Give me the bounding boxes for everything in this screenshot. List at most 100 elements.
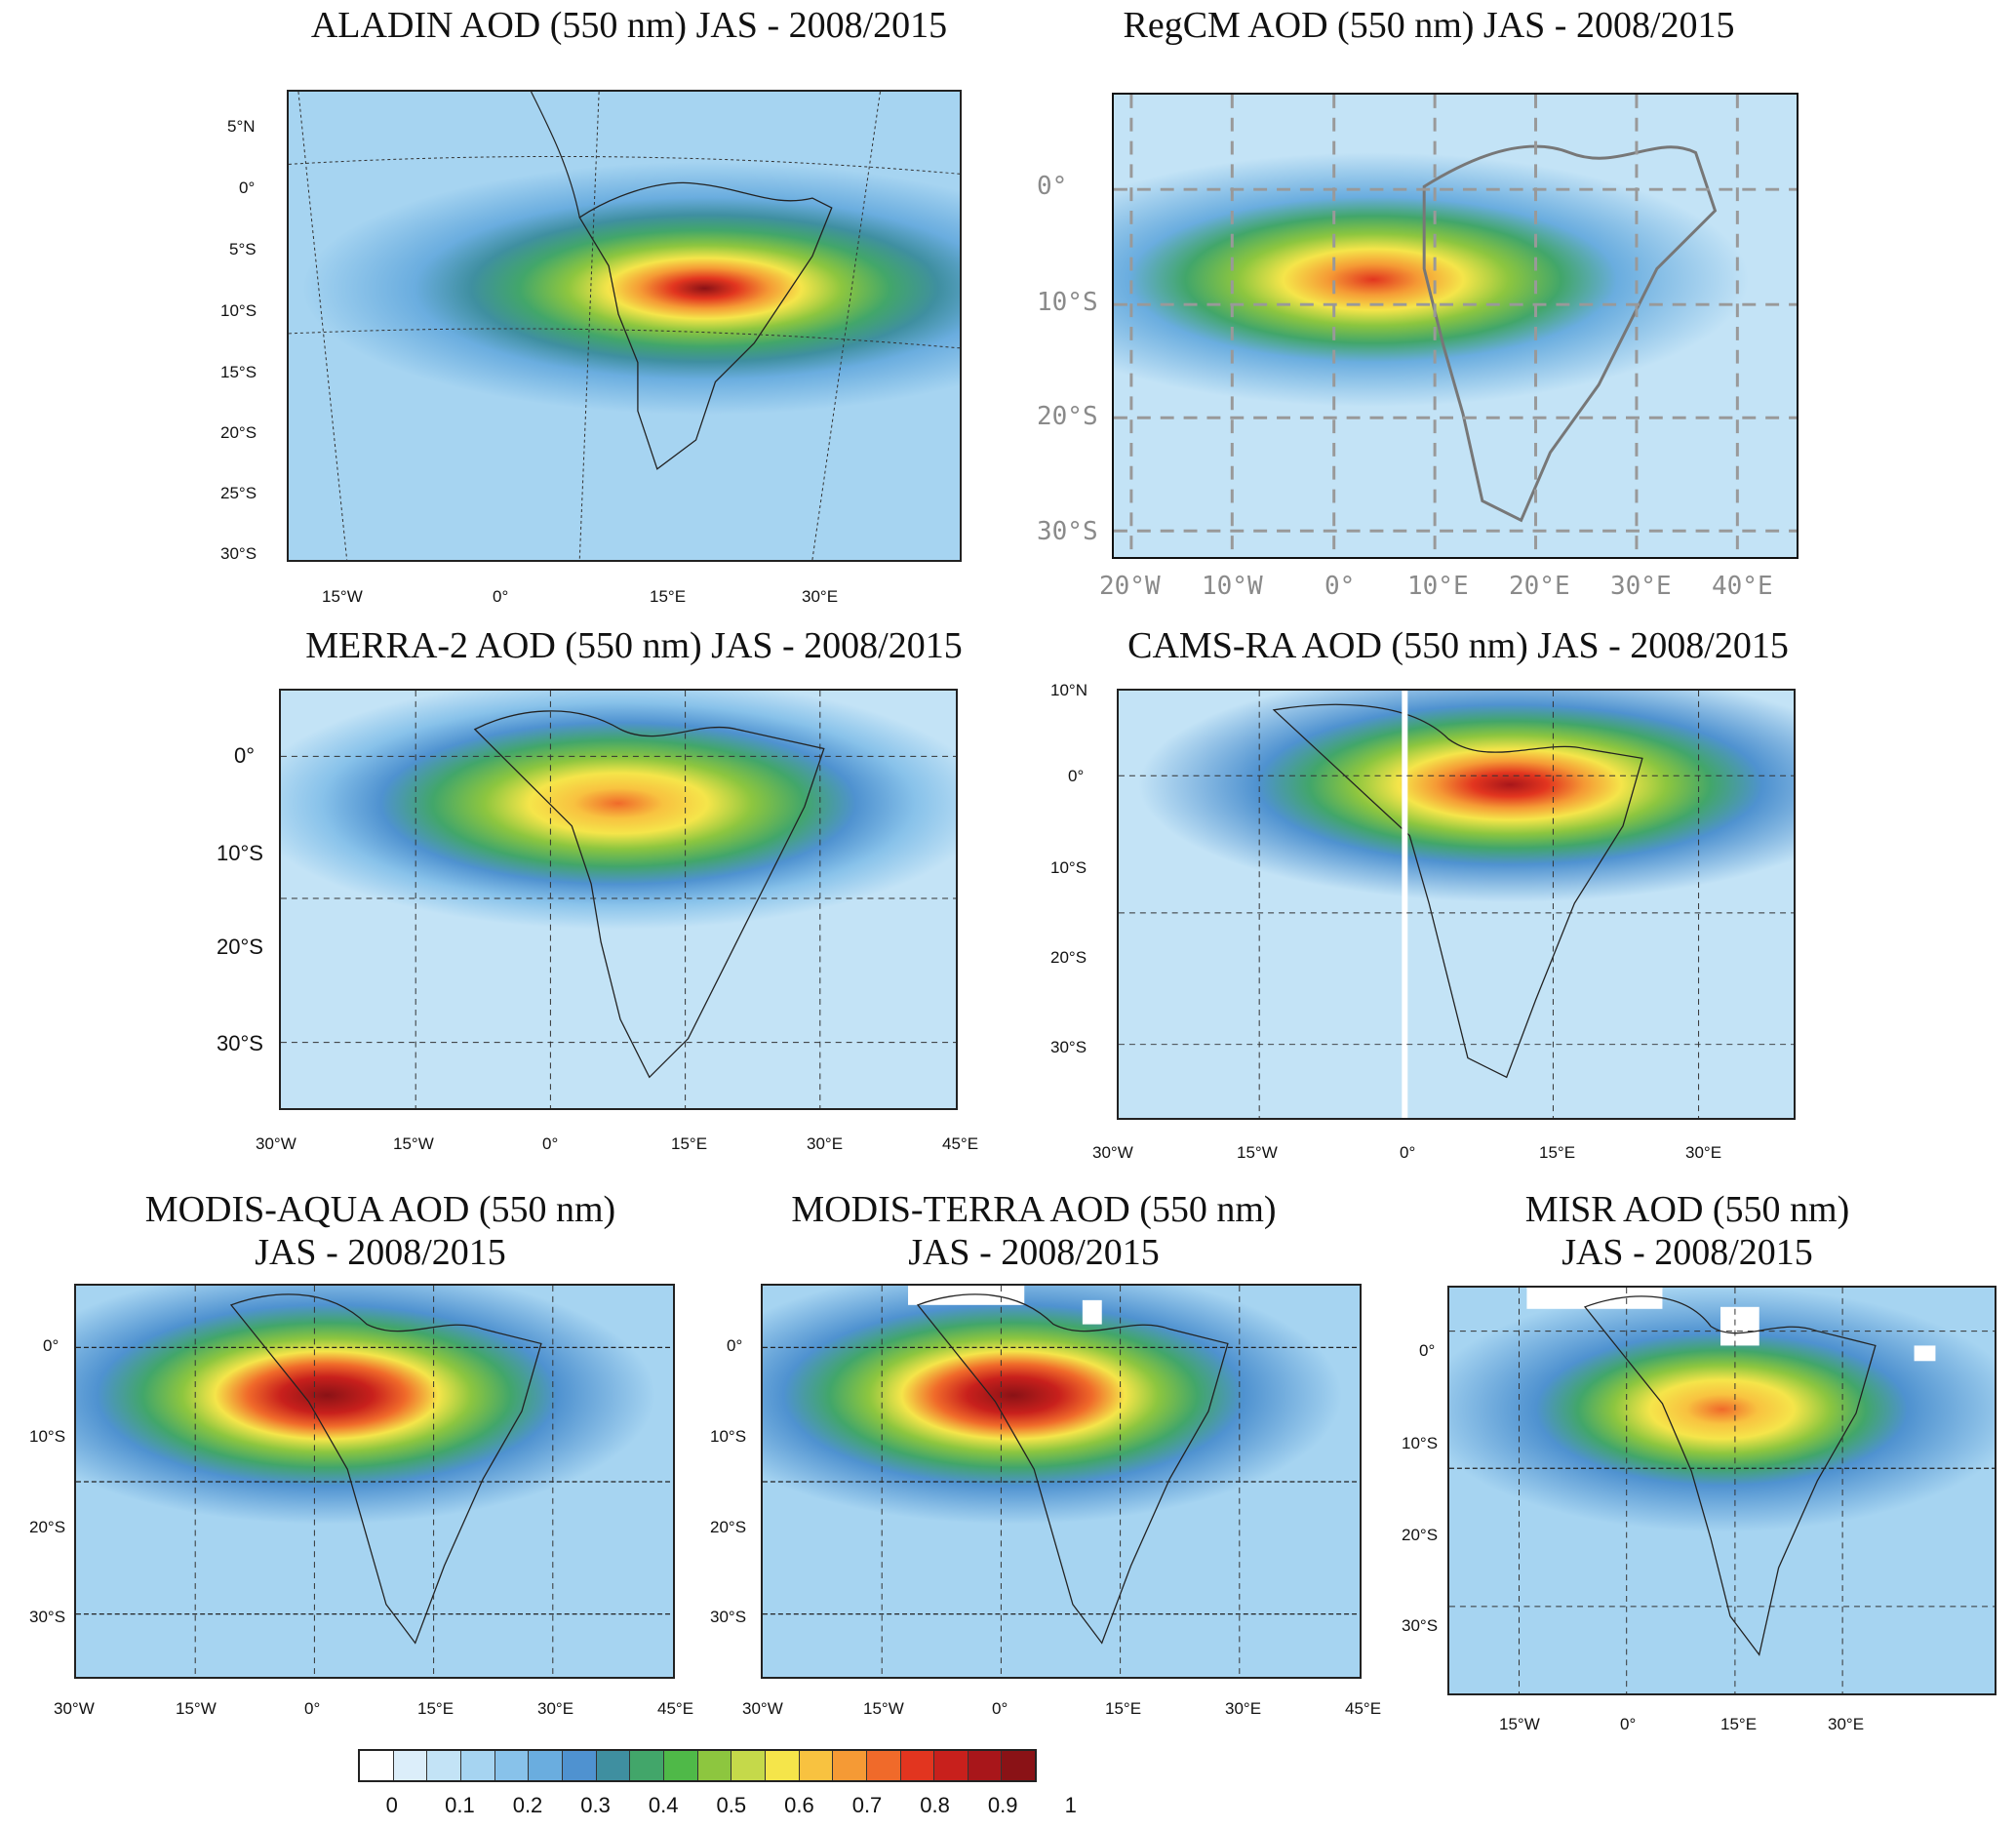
lon-label: 0°: [1324, 572, 1356, 601]
colorbar-tick-label: 0.2: [512, 1793, 543, 1817]
lat-label: 30°S: [220, 544, 257, 563]
aod-field-camsra: [1119, 691, 1794, 1118]
colorbar-tick-label: 0.7: [851, 1793, 883, 1817]
map-misr: [1447, 1286, 1996, 1695]
lat-label: 10°S: [1050, 858, 1087, 877]
colorbar: [358, 1749, 1037, 1782]
colorbar-swatch: [934, 1751, 968, 1780]
lat-label: 20°S: [220, 423, 257, 442]
map-modis-aqua: [74, 1284, 675, 1679]
lon-label: 20°W: [1099, 572, 1161, 601]
lat-label: 10°S: [220, 301, 257, 320]
lat-label: 30°S: [1050, 1038, 1087, 1056]
lat-label: 30°S: [217, 1031, 263, 1055]
lon-label: 20°E: [1509, 572, 1570, 601]
lat-label: 30°S: [1402, 1616, 1439, 1635]
map-modis-terra: [761, 1284, 1362, 1679]
map-regcm: [1112, 93, 1799, 559]
lat-label: 10°S: [1402, 1434, 1439, 1452]
lon-label: 30°E: [1685, 1143, 1722, 1162]
aod-field-misr: [1449, 1288, 1995, 1693]
panel-title-modis-terra: MODIS-TERRA AOD (550 nm) JAS - 2008/2015: [791, 1189, 1277, 1273]
panel-title-camsra: CAMS-RA AOD (550 nm) JAS - 2008/2015: [1127, 625, 1789, 666]
lat-label: 10°S: [29, 1427, 66, 1446]
lon-label: 30°E: [1828, 1715, 1865, 1733]
lon-label: 30°E: [802, 587, 839, 606]
lat-label: 20°S: [29, 1518, 66, 1536]
colorbar-tick-label: 0.4: [648, 1793, 679, 1817]
colorbar-tick-label: 0: [385, 1793, 398, 1817]
lon-label: 30°W: [1092, 1143, 1133, 1162]
lon-label: 45°E: [1345, 1699, 1382, 1718]
colorbar-swatch: [630, 1751, 664, 1780]
lon-label: 10°E: [1407, 572, 1469, 601]
panel-title-aladin: ALADIN AOD (550 nm) JAS - 2008/2015: [310, 5, 948, 46]
panel-title-misr: MISR AOD (550 nm) JAS - 2008/2015: [1524, 1189, 1850, 1273]
lat-label: 0°: [1068, 767, 1085, 785]
map-camsra: [1117, 689, 1796, 1120]
lat-label: 20°S: [217, 934, 263, 959]
lat-label: 0°: [43, 1336, 59, 1355]
lon-label: 30°E: [1225, 1699, 1262, 1718]
colorbar-swatch: [1002, 1751, 1036, 1780]
map-aladin: [287, 90, 962, 562]
lat-label: 0°: [727, 1336, 743, 1355]
colorbar-swatch: [731, 1751, 766, 1780]
aod-field-aladin: [289, 92, 960, 560]
colorbar-tick-label: 0.1: [445, 1793, 475, 1817]
colorbar-swatch: [460, 1751, 495, 1780]
lat-label: 10°N: [1050, 681, 1087, 699]
lon-label: 0°: [1400, 1143, 1416, 1162]
colorbar-tick-label: 0.5: [716, 1793, 747, 1817]
lon-label: 40°E: [1712, 572, 1773, 601]
colorbar-swatch: [596, 1751, 631, 1780]
lon-label: 15°W: [1499, 1715, 1540, 1733]
colorbar-swatch: [360, 1751, 394, 1780]
colorbar-swatch: [697, 1751, 732, 1780]
colorbar-swatch: [427, 1751, 461, 1780]
lat-label: 0°: [1419, 1341, 1436, 1360]
colorbar-tick-label: 0.9: [987, 1793, 1018, 1817]
lat-label: 30°S: [1037, 517, 1098, 546]
lon-label: 0°: [992, 1699, 1008, 1718]
aod-field-regcm: [1114, 95, 1797, 557]
colorbar-swatch: [833, 1751, 867, 1780]
lat-label: 5°S: [229, 240, 257, 258]
lon-label: 15°E: [1105, 1699, 1142, 1718]
lon-label: 30°W: [256, 1134, 296, 1153]
lat-label: 20°S: [1037, 402, 1098, 431]
lon-label: 15°W: [1237, 1143, 1278, 1162]
lon-label: 30°W: [742, 1699, 783, 1718]
colorbar-swatch: [562, 1751, 597, 1780]
panel-title-merra2: MERRA-2 AOD (550 nm) JAS - 2008/2015: [305, 625, 963, 666]
colorbar-swatch: [866, 1751, 901, 1780]
lon-label: 15°E: [650, 587, 687, 606]
lon-label: 15°W: [176, 1699, 217, 1718]
panel-title-regcm: RegCM AOD (550 nm) JAS - 2008/2015: [1123, 5, 1735, 46]
colorbar-swatch: [799, 1751, 834, 1780]
colorbar-swatch: [529, 1751, 563, 1780]
lat-label: 30°S: [29, 1608, 66, 1626]
lat-label: 20°S: [1050, 948, 1087, 967]
lon-label: 30°E: [537, 1699, 574, 1718]
lon-label: 30°E: [1610, 572, 1672, 601]
lon-label: 0°: [493, 587, 509, 606]
lat-label: 5°N: [227, 117, 256, 136]
colorbar-tick-label: 1: [1064, 1793, 1077, 1817]
lat-label: 15°S: [220, 363, 257, 381]
lat-label: 0°: [234, 743, 256, 768]
lon-label: 15°W: [322, 587, 363, 606]
lon-label: 10°W: [1202, 572, 1263, 601]
lon-label: 15°W: [393, 1134, 434, 1153]
lon-label: 15°E: [1720, 1715, 1758, 1733]
lat-label: 25°S: [220, 484, 257, 502]
colorbar-swatch: [900, 1751, 935, 1780]
lon-label: 0°: [542, 1134, 559, 1153]
lon-label: 30°W: [54, 1699, 95, 1718]
lon-label: 0°: [304, 1699, 321, 1718]
panel-title-modis-aqua: MODIS-AQUA AOD (550 nm) JAS - 2008/2015: [144, 1189, 616, 1273]
lat-label: 10°S: [1037, 288, 1098, 317]
lat-label: 10°S: [217, 841, 263, 865]
lon-label: 30°E: [807, 1134, 844, 1153]
lon-label: 15°E: [417, 1699, 455, 1718]
